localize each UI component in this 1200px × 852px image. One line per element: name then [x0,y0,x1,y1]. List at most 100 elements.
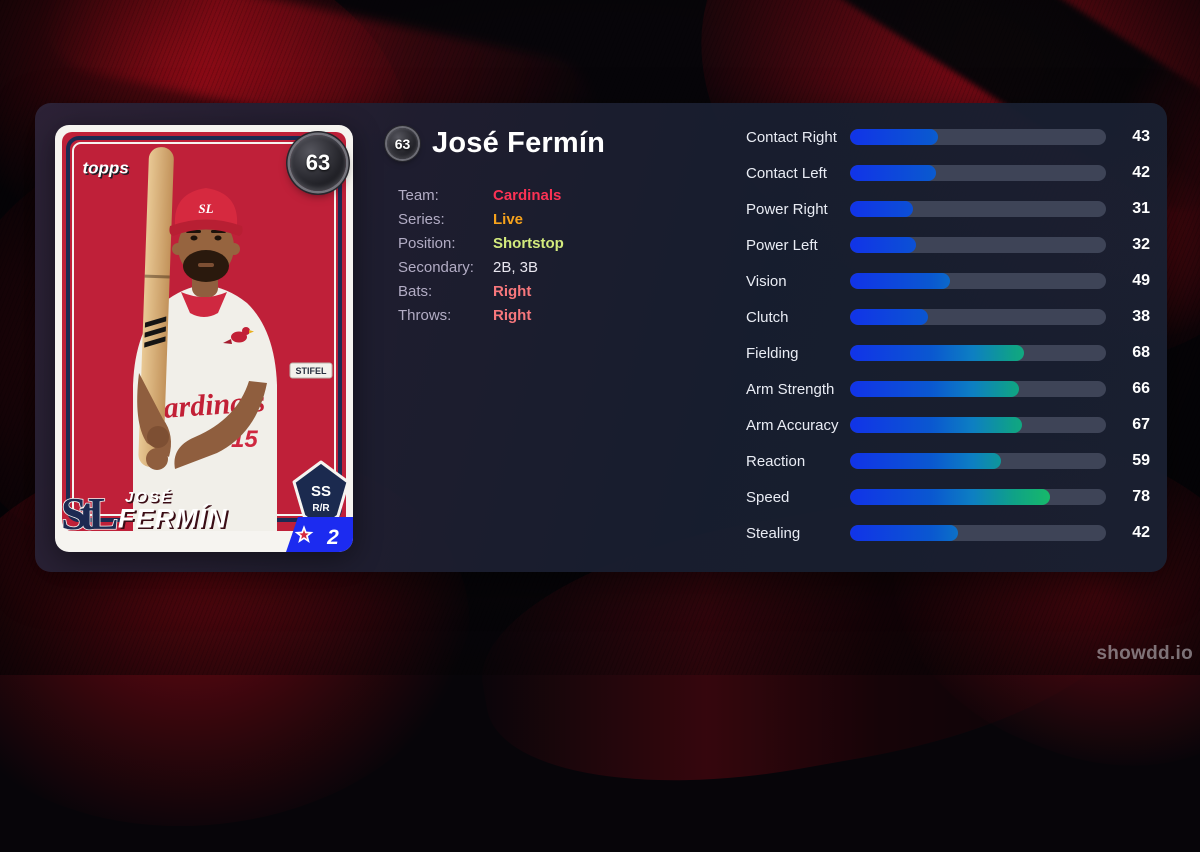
stat-value: 68 [1132,344,1150,361]
cap [174,188,238,225]
stat-value: 43 [1132,128,1150,145]
stat-bar-fill [850,273,951,289]
stat-row: Fielding 68 [746,335,1150,371]
info-value: Cardinals [493,186,562,204]
player-rating-value: 63 [394,135,411,152]
sleeve-patch [289,362,333,379]
stat-label: Contact Left [746,164,827,182]
info-label: Team: [398,186,439,204]
stat-label: Arm Accuracy [746,416,839,434]
player-info-row: Position: Shortstop [398,231,708,255]
stat-label: Reaction [746,452,806,470]
brand-logo-text: topps [83,159,129,178]
stat-bar-gradient [850,489,1050,505]
site-watermark: showdd.io [1096,643,1193,664]
info-label: Throws: [398,306,452,324]
player-info-row: Throws: Right [398,303,708,327]
stat-bar-gradient [850,381,1019,397]
stat-row: Arm Strength 66 [746,371,1150,407]
stat-bar-fill [850,525,958,541]
info-label: Secondary: [398,258,474,276]
position-abbr: SS [311,483,331,500]
player-head: SL [169,188,243,282]
info-value: Live [493,210,524,228]
stat-bar-fill [850,489,1050,505]
stats-list: Contact Right 43 Contact Left 42 Power R… [746,119,1150,551]
stat-bar-gradient [850,165,937,181]
cap-logo: SL [198,201,213,216]
position-badge: SS R/R [292,460,350,531]
stat-bar-gradient [850,273,951,289]
stat-value: 67 [1132,416,1150,433]
info-label: Bats: [398,282,433,300]
stat-row: Clutch 38 [746,299,1150,335]
info-value: Right [493,282,532,300]
stat-bar-gradient [850,417,1022,433]
stat-label: Contact Right [746,128,837,146]
card-first-name-shadow: JOSÉ [127,491,175,508]
stat-bar-track [850,309,1106,325]
stat-value: 59 [1132,452,1150,469]
stat-row: Vision 49 [746,263,1150,299]
player-card-art: Cardinals 15 STIFEL [55,125,353,552]
brand-logo: topps topps [83,159,131,180]
info-label: Series: [398,210,445,228]
player-header: 63 José Fermín [387,127,605,160]
svg-text:topps: topps [84,160,130,179]
info-value: 2B, 3B [493,258,539,276]
card-banner: 2 [286,517,353,552]
info-value: Shortstop [493,234,564,252]
stat-bar-gradient [850,201,914,217]
star-icon-inner [299,530,309,540]
stat-label: Fielding [746,344,799,362]
stat-bar-track [850,489,1106,505]
stat-label: Power Left [746,236,818,254]
stat-row: Stealing 42 [746,515,1150,551]
team-monogram: StL [61,488,117,539]
stat-bar-fill [850,237,916,253]
player-panel: Cardinals 15 STIFEL [35,103,1167,572]
sleeve-patch-text: STIFEL [296,366,328,376]
stat-label: Clutch [746,308,789,326]
stat-value: 42 [1132,524,1150,541]
player-name: José Fermín [432,127,606,159]
stat-row: Power Left 32 [746,227,1150,263]
banner-value: 2 [326,526,339,549]
stat-bar-fill [850,129,939,145]
stat-bar-gradient [850,453,1002,469]
player-card: Cardinals 15 STIFEL [55,125,353,552]
player-photo: Cardinals 15 STIFEL [133,147,333,531]
bats-throws: R/R [312,503,330,514]
stat-bar-fill [850,201,914,217]
stat-row: Contact Left 42 [746,155,1150,191]
stat-label: Arm Strength [746,380,835,398]
card-last-name: FERMÍN [118,503,228,534]
stat-bar-fill [850,345,1025,361]
stat-bar-track [850,453,1106,469]
stat-row: Contact Right 43 [746,119,1150,155]
stat-bar-track [850,381,1106,397]
stat-label: Speed [746,488,790,506]
stat-bar-gradient [850,345,1025,361]
stat-bar-track [850,201,1106,217]
player-rating-badge: 63 [387,128,418,159]
stat-bar-track [850,237,1106,253]
stat-bar-gradient [850,237,916,253]
stat-bar-track [850,129,1106,145]
baseball-bat [138,147,174,467]
player-info-row: Series: Live [398,207,708,231]
stat-bar-gradient [850,309,928,325]
stat-bar-track [850,525,1106,541]
info-value: Right [493,306,532,324]
stat-row: Reaction 59 [746,443,1150,479]
stat-bar-track [850,165,1106,181]
stat-value: 49 [1132,272,1150,289]
player-info-row: Secondary: 2B, 3B [398,255,708,279]
stat-value: 38 [1132,308,1150,325]
stat-bar-fill [850,309,928,325]
stat-value: 78 [1132,488,1150,505]
card-rating-badge: 63 [290,135,346,191]
info-label: Position: [398,234,456,252]
stat-bar-track [850,345,1106,361]
stat-bar-gradient [850,129,939,145]
